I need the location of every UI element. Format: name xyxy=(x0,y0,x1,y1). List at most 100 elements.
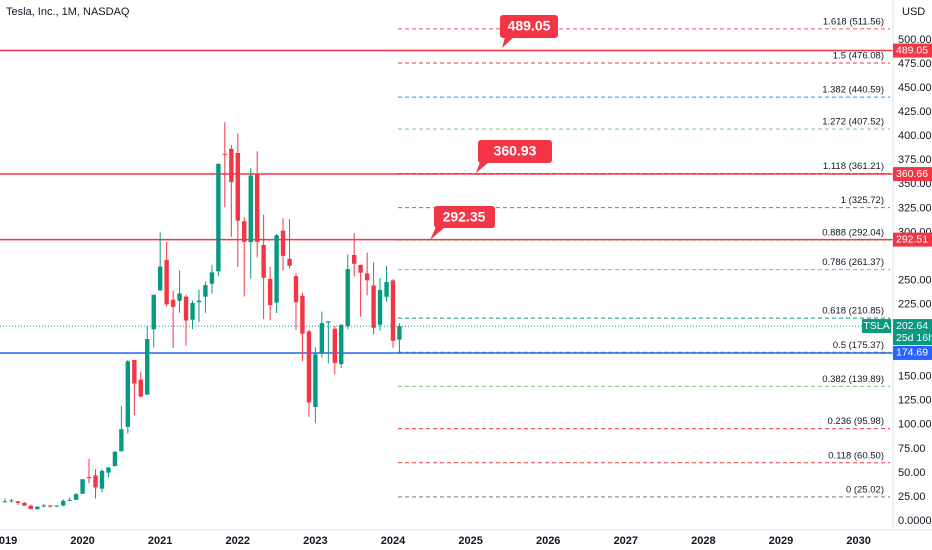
candle-body xyxy=(196,300,202,303)
candle-body xyxy=(358,264,363,273)
candle-body xyxy=(319,323,325,354)
price-tag xyxy=(893,232,932,247)
y-tick-label: 75.00 xyxy=(898,443,926,455)
fib-label: 1.272 (407.52) xyxy=(822,116,884,127)
candle-body xyxy=(73,494,79,500)
fib-label: 1 (325.72) xyxy=(841,195,884,206)
candle-body xyxy=(151,294,156,330)
callout-text: 489.05 xyxy=(508,18,551,34)
fib-label: 0 (25.02) xyxy=(846,484,884,495)
x-tick-label: 2023 xyxy=(303,535,327,547)
candle-body xyxy=(377,290,383,325)
callout-box xyxy=(434,206,495,228)
x-tick-label: 2021 xyxy=(148,535,172,547)
x-tick-label: 2019 xyxy=(0,535,17,547)
fib-label: 1.382 (440.59) xyxy=(822,85,884,96)
candle-body xyxy=(93,475,98,488)
y-tick-label: 450.00 xyxy=(898,82,932,94)
candle-body xyxy=(306,331,312,403)
candle-body xyxy=(86,477,92,479)
price-axis: 500.00 475.00 450.00 425.00 400.00 375.00 350.… xyxy=(893,34,932,527)
candle-body xyxy=(345,269,350,327)
candle-body xyxy=(15,501,21,504)
price-tag-text: 292.51 xyxy=(896,233,928,245)
candle-body xyxy=(22,502,27,506)
fib-label: 0.888 (292.04) xyxy=(822,228,884,239)
candle-body xyxy=(9,500,14,502)
price-tag-text: 489.05 xyxy=(896,44,928,56)
candle-body xyxy=(313,354,318,408)
x-tick-label: 2030 xyxy=(846,535,870,547)
candle-body xyxy=(183,296,189,321)
candle-body xyxy=(203,285,208,297)
x-tick-label: 2022 xyxy=(226,535,250,547)
candle-body xyxy=(170,299,176,307)
candle-body xyxy=(119,429,124,452)
candle-body xyxy=(67,499,72,501)
y-tick-label: 50.00 xyxy=(898,467,926,479)
candle-body xyxy=(145,338,150,395)
y-tick-label: 350.00 xyxy=(898,178,932,190)
candle-body xyxy=(216,163,221,272)
x-tick-label: 2025 xyxy=(458,535,482,547)
candle-body xyxy=(48,505,53,507)
fib-label: 0.382 (139.89) xyxy=(822,374,884,385)
candle-body xyxy=(267,278,273,306)
candle-body xyxy=(390,280,396,341)
candle-body xyxy=(157,266,163,291)
candle-body xyxy=(280,230,286,256)
candle-body xyxy=(364,273,370,281)
chart-title: Tesla, Inc., 1M, NASDAQ xyxy=(6,6,130,18)
candle-body xyxy=(41,505,46,507)
candle-body xyxy=(371,285,376,328)
countdown-text: 25d 16h xyxy=(896,332,932,344)
candle-body xyxy=(300,295,305,334)
candle-body xyxy=(99,470,105,489)
last-price-tag xyxy=(893,319,932,346)
currency: USD xyxy=(902,6,925,18)
candle-body xyxy=(287,258,292,266)
candle-body xyxy=(242,221,247,242)
callout-pointer xyxy=(430,227,445,240)
candle-body xyxy=(35,506,40,510)
candle-body xyxy=(384,281,389,297)
y-tick-label: 325.00 xyxy=(898,202,932,214)
symbol-tag xyxy=(862,319,891,334)
fib-label: 0.5 (175.37) xyxy=(833,340,884,351)
candle-body xyxy=(261,245,266,278)
y-tick-label: 25.00 xyxy=(898,491,926,503)
price-tag xyxy=(893,43,932,58)
fib-label: 0.236 (95.98) xyxy=(827,416,884,427)
fib-label: 1.118 (361.21) xyxy=(823,161,884,172)
fib-label: 0.786 (261.37) xyxy=(822,257,884,268)
candle-body xyxy=(60,500,66,506)
candle-body xyxy=(125,361,131,427)
candle-body xyxy=(164,260,169,305)
x-tick-label: 2028 xyxy=(691,535,715,547)
x-tick-label: 2026 xyxy=(536,535,560,547)
candle-body xyxy=(351,255,357,264)
candle-body xyxy=(54,505,59,507)
fib-label: 0.618 (210.85) xyxy=(822,306,884,317)
callout: 292.35 xyxy=(430,206,495,240)
candle-body xyxy=(106,467,111,473)
candle-body xyxy=(293,276,299,303)
candle-body xyxy=(274,235,279,303)
y-tick-label: 475.00 xyxy=(898,58,932,70)
callout-box xyxy=(478,140,552,163)
callout-box xyxy=(500,15,558,38)
y-tick-label: 500.00 xyxy=(898,34,932,46)
candle-body xyxy=(177,293,182,301)
candle-body xyxy=(254,174,260,242)
y-tick-label: 400.00 xyxy=(898,130,932,142)
y-tick-label: 375.00 xyxy=(898,154,932,166)
x-tick-label: 2024 xyxy=(381,535,406,547)
plot-area: 1.618 (511.56) 1.5 (476.08) 1.382 (440.59)… xyxy=(0,16,893,510)
y-tick-label: 425.00 xyxy=(898,106,932,118)
price-tag xyxy=(893,167,932,182)
x-tick-label: 2027 xyxy=(614,535,638,547)
price-tag xyxy=(893,345,932,360)
